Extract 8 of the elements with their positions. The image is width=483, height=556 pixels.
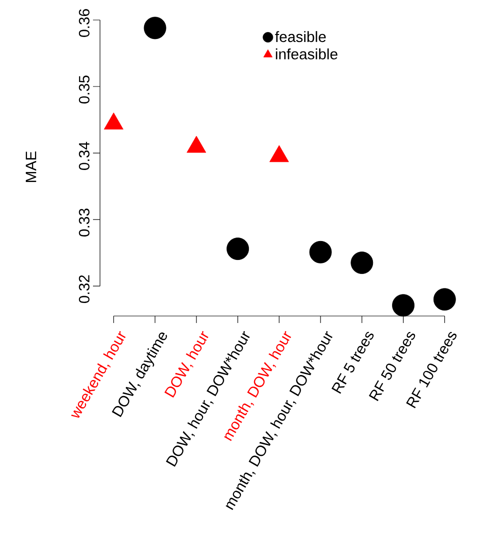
legend-label: feasible bbox=[275, 31, 326, 42]
legend-label: infeasible bbox=[276, 48, 338, 60]
y-tick-label: 0.33 bbox=[78, 208, 90, 237]
y-tick-label: 0.36 bbox=[78, 9, 90, 37]
y-tick-label: 0.32 bbox=[78, 275, 90, 304]
y-tick-label: 0.35 bbox=[78, 76, 90, 104]
y-tick-label: 0.34 bbox=[78, 142, 90, 170]
y-axis-title: MAE bbox=[26, 151, 36, 182]
